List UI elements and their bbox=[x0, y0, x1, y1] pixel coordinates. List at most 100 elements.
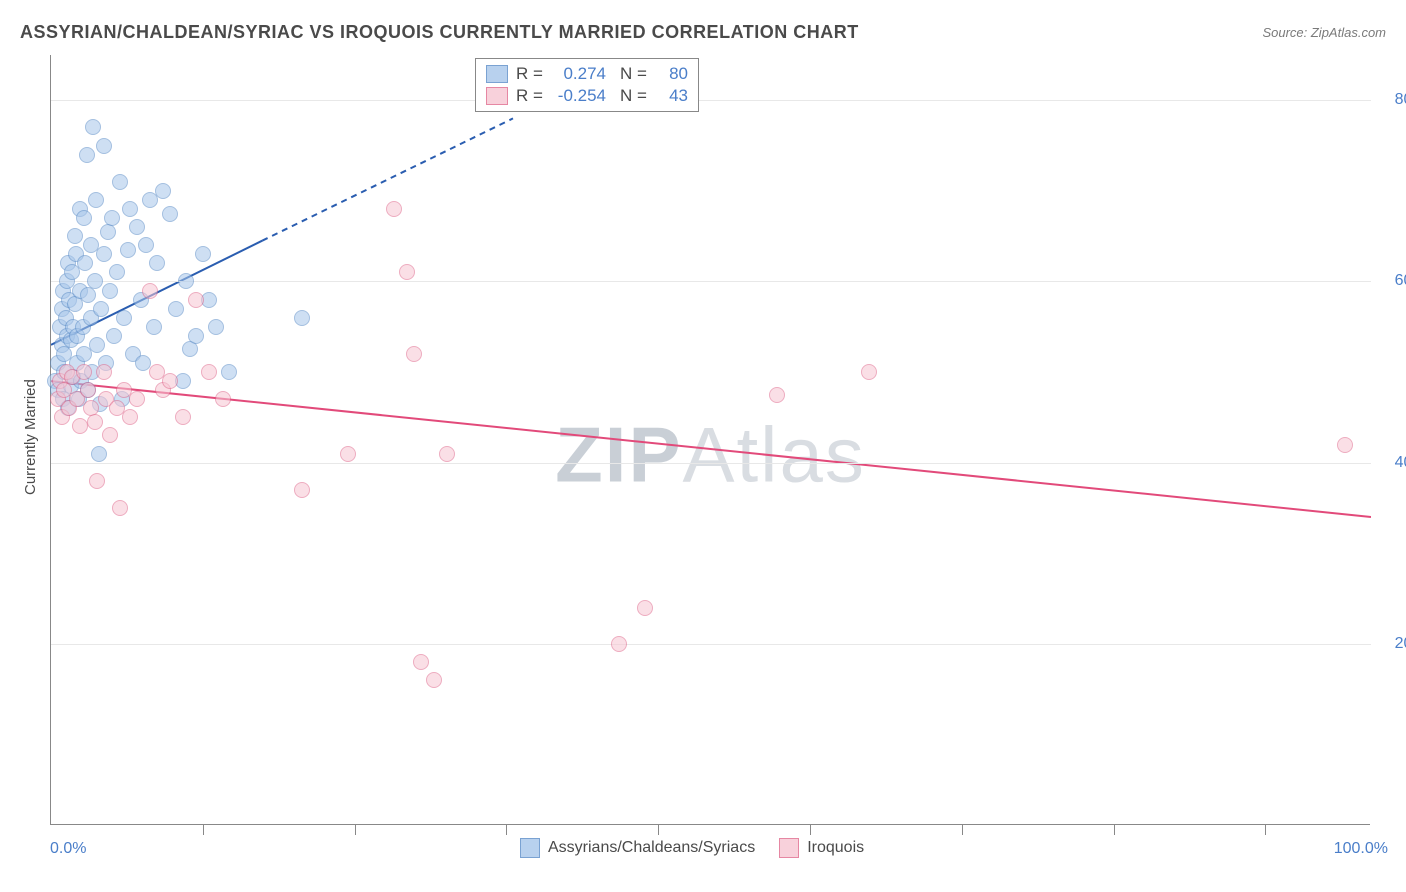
scatter-point-acs bbox=[146, 319, 162, 335]
x-tick-mark bbox=[506, 825, 507, 835]
x-tick-label-min: 0.0% bbox=[50, 840, 86, 858]
scatter-point-acs bbox=[96, 246, 112, 262]
scatter-point-acs bbox=[106, 328, 122, 344]
source-citation: Source: ZipAtlas.com bbox=[1262, 25, 1386, 40]
scatter-point-iro bbox=[122, 409, 138, 425]
scatter-point-iro bbox=[861, 364, 877, 380]
scatter-point-acs bbox=[102, 283, 118, 299]
stats-r-label: R = bbox=[516, 86, 546, 106]
gridline bbox=[51, 100, 1371, 101]
scatter-point-acs bbox=[155, 183, 171, 199]
scatter-point-acs bbox=[67, 228, 83, 244]
x-tick-mark bbox=[1265, 825, 1266, 835]
scatter-point-acs bbox=[88, 192, 104, 208]
scatter-point-acs bbox=[162, 206, 178, 222]
scatter-point-iro bbox=[80, 382, 96, 398]
stats-n-label: N = bbox=[620, 86, 650, 106]
x-tick-mark bbox=[1114, 825, 1115, 835]
trend-lines-svg bbox=[51, 55, 1371, 825]
gridline bbox=[51, 281, 1371, 282]
legend-swatch-icon bbox=[520, 838, 540, 858]
scatter-point-acs bbox=[168, 301, 184, 317]
scatter-point-iro bbox=[102, 427, 118, 443]
gridline bbox=[51, 644, 1371, 645]
scatter-point-iro bbox=[340, 446, 356, 462]
legend-label: Iroquois bbox=[807, 839, 864, 857]
scatter-point-iro bbox=[413, 654, 429, 670]
correlation-stats-box: R = 0.274 N = 80 R = -0.254 N = 43 bbox=[475, 58, 699, 112]
scatter-point-iro bbox=[96, 364, 112, 380]
stats-n-label: N = bbox=[620, 64, 650, 84]
scatter-point-acs bbox=[87, 273, 103, 289]
scatter-point-iro bbox=[188, 292, 204, 308]
legend-item-acs: Assyrians/Chaldeans/Syriacs bbox=[520, 838, 755, 858]
scatter-point-iro bbox=[89, 473, 105, 489]
scatter-point-acs bbox=[129, 219, 145, 235]
scatter-point-iro bbox=[399, 264, 415, 280]
scatter-point-acs bbox=[221, 364, 237, 380]
scatter-point-iro bbox=[1337, 437, 1353, 453]
y-axis-label: Currently Married bbox=[22, 379, 39, 495]
x-tick-mark bbox=[810, 825, 811, 835]
scatter-point-iro bbox=[637, 600, 653, 616]
y-tick-label: 80.0% bbox=[1380, 91, 1406, 109]
scatter-point-iro bbox=[162, 373, 178, 389]
scatter-point-iro bbox=[76, 364, 92, 380]
scatter-point-acs bbox=[77, 255, 93, 271]
scatter-point-acs bbox=[116, 310, 132, 326]
scatter-point-acs bbox=[91, 446, 107, 462]
legend-bottom: Assyrians/Chaldeans/Syriacs Iroquois bbox=[520, 838, 864, 858]
scatter-point-acs bbox=[109, 264, 125, 280]
scatter-point-iro bbox=[769, 387, 785, 403]
scatter-point-iro bbox=[201, 364, 217, 380]
x-tick-mark bbox=[658, 825, 659, 835]
scatter-point-acs bbox=[294, 310, 310, 326]
scatter-point-iro bbox=[112, 500, 128, 516]
stats-row-iro: R = -0.254 N = 43 bbox=[486, 85, 688, 107]
scatter-point-acs bbox=[89, 337, 105, 353]
stats-r-value: 0.274 bbox=[554, 64, 606, 84]
scatter-point-acs bbox=[85, 119, 101, 135]
scatter-point-acs bbox=[79, 147, 95, 163]
chart-title: ASSYRIAN/CHALDEAN/SYRIAC VS IROQUOIS CUR… bbox=[20, 22, 859, 43]
x-tick-mark bbox=[355, 825, 356, 835]
stats-n-value: 43 bbox=[658, 86, 688, 106]
scatter-point-iro bbox=[175, 409, 191, 425]
scatter-point-iro bbox=[406, 346, 422, 362]
stats-n-value: 80 bbox=[658, 64, 688, 84]
stats-row-acs: R = 0.274 N = 80 bbox=[486, 63, 688, 85]
legend-label: Assyrians/Chaldeans/Syriacs bbox=[548, 839, 755, 857]
scatter-point-iro bbox=[439, 446, 455, 462]
y-tick-label: 40.0% bbox=[1380, 454, 1406, 472]
scatter-point-acs bbox=[76, 210, 92, 226]
scatter-point-acs bbox=[96, 138, 112, 154]
scatter-point-acs bbox=[149, 255, 165, 271]
scatter-point-acs bbox=[188, 328, 204, 344]
stats-r-value: -0.254 bbox=[554, 86, 606, 106]
scatter-plot-area: ZIPAtlas 20.0%40.0%60.0%80.0% bbox=[50, 55, 1370, 825]
scatter-point-iro bbox=[426, 672, 442, 688]
scatter-point-acs bbox=[208, 319, 224, 335]
stats-swatch-icon bbox=[486, 65, 508, 83]
y-tick-label: 20.0% bbox=[1380, 635, 1406, 653]
x-tick-mark bbox=[962, 825, 963, 835]
scatter-point-iro bbox=[129, 391, 145, 407]
legend-swatch-icon bbox=[779, 838, 799, 858]
watermark-text: ZIPAtlas bbox=[555, 409, 866, 500]
stats-r-label: R = bbox=[516, 64, 546, 84]
x-tick-mark bbox=[203, 825, 204, 835]
stats-swatch-icon bbox=[486, 87, 508, 105]
scatter-point-iro bbox=[215, 391, 231, 407]
scatter-point-acs bbox=[195, 246, 211, 262]
legend-item-iro: Iroquois bbox=[779, 838, 864, 858]
scatter-point-iro bbox=[142, 283, 158, 299]
gridline bbox=[51, 463, 1371, 464]
scatter-point-acs bbox=[100, 224, 116, 240]
scatter-point-acs bbox=[112, 174, 128, 190]
x-tick-label-max: 100.0% bbox=[1334, 840, 1388, 858]
y-tick-label: 60.0% bbox=[1380, 272, 1406, 290]
scatter-point-acs bbox=[122, 201, 138, 217]
scatter-point-acs bbox=[104, 210, 120, 226]
scatter-point-acs bbox=[93, 301, 109, 317]
scatter-point-iro bbox=[87, 414, 103, 430]
